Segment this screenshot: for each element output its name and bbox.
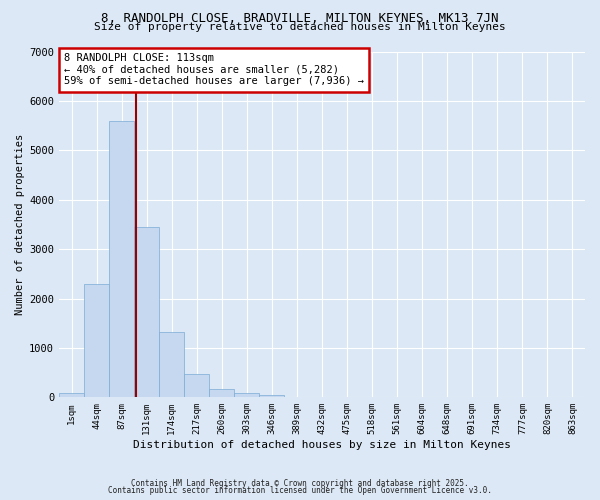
Bar: [134, 227, 159, 398]
Text: Size of property relative to detached houses in Milton Keynes: Size of property relative to detached ho…: [94, 22, 506, 32]
Text: Contains public sector information licensed under the Open Government Licence v3: Contains public sector information licen…: [108, 486, 492, 495]
Bar: [184, 374, 209, 398]
Bar: [109, 120, 134, 398]
Bar: [209, 388, 235, 398]
Bar: [59, 394, 84, 398]
Text: 8, RANDOLPH CLOSE, BRADVILLE, MILTON KEYNES, MK13 7JN: 8, RANDOLPH CLOSE, BRADVILLE, MILTON KEY…: [101, 12, 499, 26]
Bar: [259, 395, 284, 398]
Text: Contains HM Land Registry data © Crown copyright and database right 2025.: Contains HM Land Registry data © Crown c…: [131, 478, 469, 488]
Bar: [159, 332, 184, 398]
Bar: [235, 394, 259, 398]
Text: 8 RANDOLPH CLOSE: 113sqm
← 40% of detached houses are smaller (5,282)
59% of sem: 8 RANDOLPH CLOSE: 113sqm ← 40% of detach…: [64, 53, 364, 86]
X-axis label: Distribution of detached houses by size in Milton Keynes: Distribution of detached houses by size …: [133, 440, 511, 450]
Y-axis label: Number of detached properties: Number of detached properties: [15, 134, 25, 315]
Bar: [84, 284, 109, 398]
